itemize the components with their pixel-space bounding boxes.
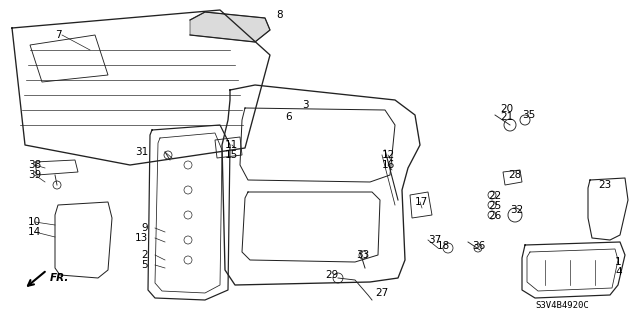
Text: 32: 32 (510, 205, 524, 215)
Text: S3V4B4920C: S3V4B4920C (535, 300, 589, 309)
Text: 3: 3 (302, 100, 308, 110)
Text: 39: 39 (28, 170, 41, 180)
Text: 8: 8 (276, 10, 284, 20)
Text: 4: 4 (615, 267, 621, 277)
Text: 6: 6 (285, 112, 292, 122)
Text: 31: 31 (135, 147, 148, 157)
Text: 1: 1 (615, 257, 621, 267)
Text: 7: 7 (55, 30, 61, 40)
Text: 35: 35 (522, 110, 535, 120)
Text: 21: 21 (500, 112, 513, 122)
Text: 5: 5 (141, 260, 148, 270)
Text: 23: 23 (598, 180, 611, 190)
Text: 11: 11 (225, 140, 238, 150)
Text: 10: 10 (28, 217, 41, 227)
Text: 17: 17 (415, 197, 428, 207)
Text: 29: 29 (325, 270, 339, 280)
Text: 27: 27 (375, 288, 388, 298)
Text: 14: 14 (28, 227, 41, 237)
Text: 37: 37 (428, 235, 441, 245)
Polygon shape (190, 12, 270, 42)
Text: 25: 25 (488, 201, 501, 211)
Text: 33: 33 (356, 250, 369, 260)
Text: 9: 9 (141, 223, 148, 233)
Text: 20: 20 (500, 104, 513, 114)
Text: 28: 28 (508, 170, 521, 180)
Text: 22: 22 (488, 191, 501, 201)
Text: 13: 13 (135, 233, 148, 243)
Text: 2: 2 (141, 250, 148, 260)
Text: 38: 38 (28, 160, 41, 170)
Text: 12: 12 (382, 150, 396, 160)
Text: 18: 18 (437, 241, 451, 251)
Text: 16: 16 (382, 160, 396, 170)
Text: 26: 26 (488, 211, 501, 221)
Text: 36: 36 (472, 241, 485, 251)
Text: 15: 15 (225, 150, 238, 160)
Text: FR.: FR. (50, 273, 69, 283)
